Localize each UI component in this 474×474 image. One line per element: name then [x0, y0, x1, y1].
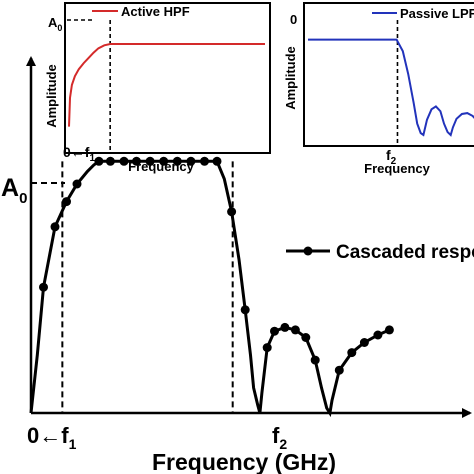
- data-point-marker: [290, 325, 300, 335]
- inset-hpf-x-tick-label: 0←f1: [63, 144, 95, 164]
- data-point-marker: [347, 348, 357, 358]
- data-point-marker: [39, 282, 48, 292]
- data-point-marker: [301, 333, 311, 342]
- data-point-marker: [359, 338, 369, 347]
- data-point-marker: [310, 355, 320, 365]
- inset-hpf-y-tick-label: A0: [48, 15, 62, 33]
- main-chart: A0 0←f1 f2 Frequency (GHz) Cascaded resp…: [1, 56, 474, 474]
- data-point-marker: [384, 325, 394, 335]
- inset-lpf-frame: [303, 2, 474, 147]
- inset-lpf-legend-label: Passive LPF: [400, 6, 474, 21]
- active-hpf-curve: [68, 43, 265, 127]
- legend-label: Cascaded response: [336, 242, 474, 263]
- data-point-marker: [262, 343, 272, 353]
- main-x-tick-label-f2: f2: [272, 423, 287, 452]
- data-point-marker: [280, 322, 290, 332]
- inset-lpf-y-tick-label: 0: [290, 12, 297, 27]
- inset-hpf-x-axis-label: Frequency: [128, 159, 195, 174]
- data-point-marker: [373, 330, 383, 340]
- data-point-marker: [186, 156, 196, 166]
- data-point-marker: [159, 156, 169, 166]
- passive-lpf-curve: [308, 38, 474, 137]
- data-point-marker: [227, 207, 237, 217]
- main-legend: Cascaded response: [286, 242, 474, 263]
- inset-lpf-y-axis-label: Amplitude: [283, 46, 298, 110]
- main-x-tick-label-f1: 0←f1: [27, 423, 77, 452]
- data-point-marker: [240, 305, 250, 315]
- inset-hpf-legend-label: Active HPF: [121, 4, 190, 19]
- inset-active-hpf: Active HPF A0 Amplitude 0←f1 Frequency: [44, 2, 271, 174]
- data-point-marker: [212, 156, 222, 166]
- main-x-axis-label: Frequency (GHz): [152, 449, 336, 474]
- data-point-marker: [172, 156, 182, 166]
- inset-lpf-x-tick-label: f2: [386, 147, 397, 167]
- data-point-marker: [94, 156, 104, 166]
- data-point-marker: [145, 156, 155, 166]
- data-point-marker: [50, 222, 60, 232]
- cascaded-response-markers: [39, 156, 394, 375]
- data-point-marker: [62, 197, 71, 207]
- data-point-marker: [105, 156, 115, 166]
- data-point-marker: [334, 365, 344, 375]
- data-point-marker: [132, 156, 141, 166]
- inset-hpf-y-axis-label: Amplitude: [44, 64, 59, 128]
- main-y-tick-label: A0: [1, 174, 27, 207]
- data-point-marker: [119, 156, 129, 166]
- cascaded-response-curve: [29, 159, 391, 418]
- data-point-marker: [270, 326, 279, 336]
- data-point-marker: [200, 156, 209, 166]
- data-point-marker: [72, 179, 82, 189]
- inset-passive-lpf: Passive LPF 0 Amplitude f2 Frequency: [283, 2, 474, 176]
- legend-marker-swatch: [303, 246, 313, 256]
- inset-hpf-frame: [64, 2, 271, 154]
- inset-lpf-x-axis-label: Frequency: [364, 161, 431, 176]
